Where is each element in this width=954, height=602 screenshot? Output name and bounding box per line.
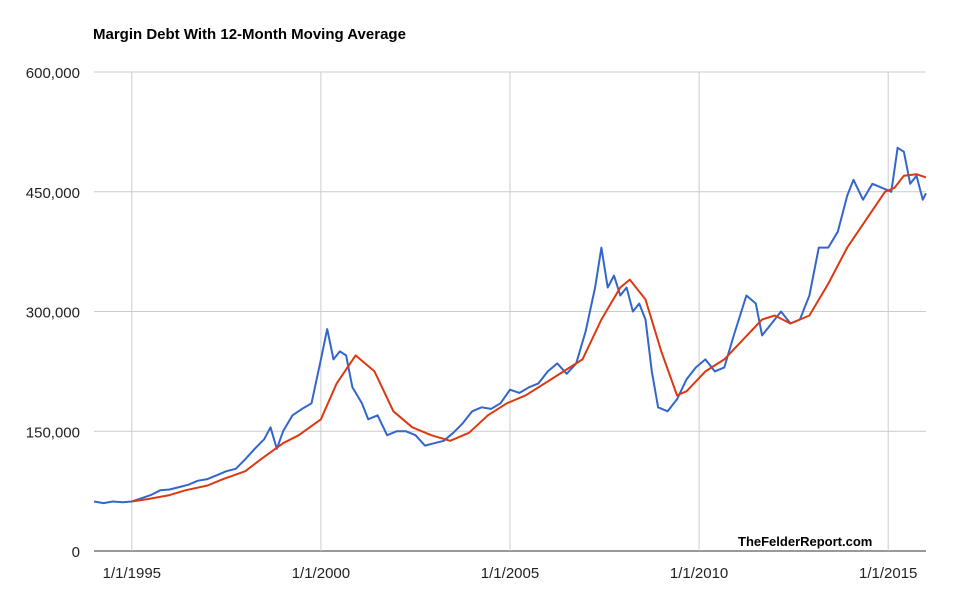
x-tick-label: 1/1/1995 xyxy=(103,565,161,582)
y-axis-labels: 0 150,000 300,000 450,000 600,000 xyxy=(26,65,80,561)
y-tick-label: 0 xyxy=(72,544,80,561)
series-line-moving-average xyxy=(131,173,927,503)
chart-title: Margin Debt With 12-Month Moving Average xyxy=(93,26,406,43)
series-layer xyxy=(93,146,927,505)
y-tick-label: 450,000 xyxy=(26,185,80,202)
y-tick-label: 150,000 xyxy=(26,424,80,441)
x-tick-label: 1/1/2005 xyxy=(481,565,539,582)
x-axis-ticks: 1/1/1995 1/1/2000 1/1/2005 1/1/2010 1/1/2015 xyxy=(103,565,918,582)
grid-lines xyxy=(94,71,926,552)
x-tick-label: 1/1/2010 xyxy=(670,565,728,582)
y-tick-label: 600,000 xyxy=(26,65,80,82)
y-tick-label: 300,000 xyxy=(26,305,80,322)
x-tick-label: 1/1/2000 xyxy=(292,565,350,582)
x-tick-label: 1/1/2015 xyxy=(859,565,917,582)
watermark-text: TheFelderReport.com xyxy=(738,534,872,549)
